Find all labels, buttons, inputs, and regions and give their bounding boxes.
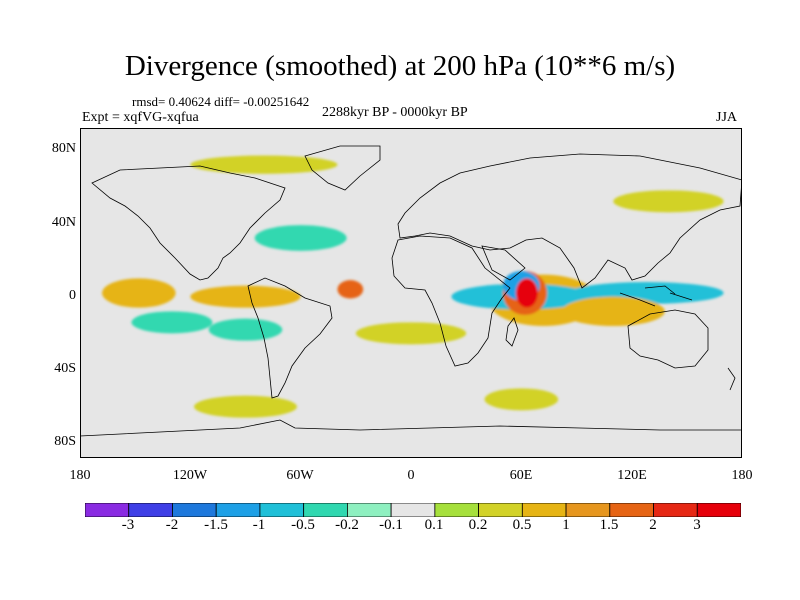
lat-label-40n: 40N [51,215,76,230]
colorbar-cell-13 [653,503,698,517]
contour-region-6 [355,322,467,345]
colorbar-label-0-5: 0.5 [512,517,532,533]
map-frame [80,128,742,458]
colorbar-label-m0-5: -0.5 [291,517,315,533]
contour-region-13 [208,318,283,341]
lat-label-40s: 40S [54,361,76,376]
coast-greenland [304,145,381,191]
stats-label: rmsd= 0.40624 diff= -0.00251642 [132,94,310,109]
colorbar-cell-10 [521,503,567,517]
colorbar-label-0-1: 0.1 [424,517,444,533]
contour-region-5 [190,285,301,308]
colorbar-cell-1 [128,503,173,517]
lat-label-0: 0 [69,288,76,303]
coast-south-america [247,277,333,399]
colorbar-cell-2 [172,503,217,517]
colorbar-cell-0 [85,503,130,517]
contour-region-4 [190,155,338,174]
coast-madagascar [505,317,519,347]
colorbar-cell-11 [565,503,611,517]
coast-arabia [481,245,526,281]
lon-label-60e: 60E [509,468,533,483]
colorbar-cell-5 [303,503,348,517]
contour-region-9 [194,395,297,418]
colorbar-label-m3: -3 [121,517,135,533]
contour-field [102,155,724,418]
coast-australia [627,309,709,369]
colorbar-label-0-2: 0.2 [468,517,488,533]
season-label: JJA [716,110,738,125]
lon-label-180e: 180 [731,468,753,483]
coast-eurasia [397,153,742,289]
coast-africa [391,235,511,367]
lon-label-120e: 120E [617,468,647,483]
contour-region-8 [254,225,347,251]
coast-north-america [91,165,286,281]
colorbar-label-m2: -2 [165,517,179,533]
lat-label-80s: 80S [54,434,76,449]
divergence-map [80,128,742,458]
lon-label-60w: 60W [286,468,314,483]
colorbar-label-1-5: 1.5 [599,517,619,533]
contour-region-7 [613,190,724,213]
lon-label-0: 0 [407,468,415,483]
lon-label-120w: 120W [172,468,208,483]
period-label: 2288kyr BP - 0000kyr BP [322,105,468,120]
colorbar [85,503,741,517]
lat-label-80n: 80N [51,141,76,156]
colorbar-cell-8 [434,503,480,517]
contour-region-12 [131,311,213,334]
colorbar-cell-7 [390,503,436,517]
coast-maritime-continent [619,285,693,307]
lon-label-180w: 180 [69,468,91,483]
plot-title: Divergence (smoothed) at 200 hPa (10**6 … [124,50,676,82]
colorbar-label-2: 2 [649,517,657,533]
coastlines [80,145,742,437]
coast-antarctica [80,419,742,437]
colorbar-cell-9 [478,503,523,517]
colorbar-label-m1: -1 [252,517,266,533]
colorbar-cell-14 [696,503,741,517]
contour-region-3 [561,296,665,326]
colorbar-label-3: 3 [693,517,701,533]
colorbar-cell-12 [609,503,654,517]
colorbar-label-m0-2: -0.2 [335,517,359,533]
colorbar-label-1: 1 [562,517,570,533]
colorbar-label-m1-5: -1.5 [204,517,228,533]
colorbar-label-m0-1: -0.1 [379,517,403,533]
contour-region-17 [337,280,364,299]
experiment-label: Expt = xqfVG-xqfua [82,110,199,125]
contour-region-14 [484,388,559,411]
colorbar-cell-6 [346,503,392,517]
colorbar-cell-4 [259,503,305,517]
contour-region-16 [515,278,538,308]
colorbar-cell-3 [215,503,261,517]
contour-region-10 [102,278,176,308]
coast-new-zealand [727,367,736,391]
